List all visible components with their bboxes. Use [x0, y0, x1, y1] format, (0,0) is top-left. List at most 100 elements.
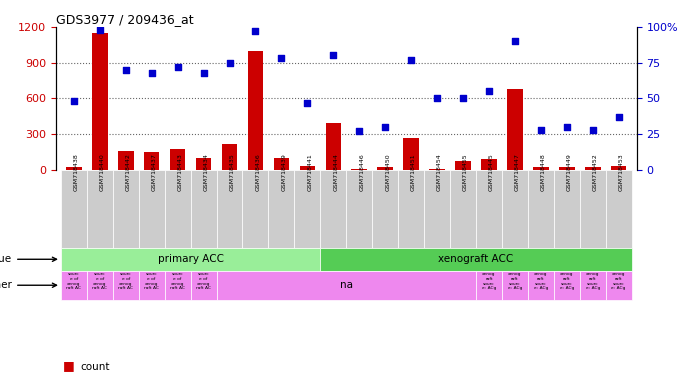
Text: sourc
e of
xenog
raft AC: sourc e of xenog raft AC: [144, 272, 159, 290]
Text: GSM718454: GSM718454: [437, 153, 442, 191]
Text: GSM718449: GSM718449: [567, 153, 572, 191]
Bar: [429, 169, 445, 170]
Text: xenog
raft
sourc
e: ACg: xenog raft sourc e: ACg: [612, 272, 626, 290]
Text: xenog
raft
sourc
e: ACg: xenog raft sourc e: ACg: [482, 272, 496, 290]
Text: primary ACC: primary ACC: [157, 254, 223, 264]
Bar: [191, 271, 216, 300]
Bar: [455, 161, 470, 170]
Point: [198, 70, 209, 76]
Point: [484, 88, 495, 94]
Text: count: count: [80, 362, 109, 372]
Bar: [191, 170, 216, 248]
Point: [354, 128, 365, 134]
Bar: [113, 170, 139, 248]
Bar: [216, 271, 476, 300]
Bar: [481, 159, 497, 170]
Bar: [554, 271, 580, 300]
Bar: [61, 271, 87, 300]
Text: GSM718444: GSM718444: [333, 153, 338, 191]
Bar: [351, 169, 367, 170]
Bar: [222, 144, 237, 170]
Point: [276, 55, 287, 61]
Bar: [248, 51, 263, 170]
Bar: [320, 248, 632, 271]
Text: sourc
e of
xenog
raft AC: sourc e of xenog raft AC: [171, 272, 185, 290]
Bar: [502, 271, 528, 300]
Bar: [533, 167, 548, 170]
Bar: [424, 170, 450, 248]
Text: GSM718443: GSM718443: [177, 153, 182, 191]
Point: [302, 99, 313, 106]
Point: [587, 127, 599, 133]
Point: [250, 28, 261, 34]
Text: na: na: [340, 280, 353, 290]
Bar: [398, 170, 424, 248]
Point: [94, 26, 105, 33]
Bar: [165, 170, 191, 248]
Text: GSM718453: GSM718453: [619, 153, 624, 191]
Bar: [92, 33, 108, 170]
Bar: [118, 151, 134, 170]
Text: sourc
e of
xenog
raft AC: sourc e of xenog raft AC: [196, 272, 211, 290]
Point: [457, 95, 468, 101]
Text: GSM718448: GSM718448: [541, 153, 546, 191]
Bar: [559, 167, 575, 170]
Text: sourc
e of
xenog
raft AC: sourc e of xenog raft AC: [118, 272, 133, 290]
Text: GSM718445: GSM718445: [489, 153, 494, 191]
Text: xenog
raft
sourc
e: ACg: xenog raft sourc e: ACg: [534, 272, 548, 290]
Bar: [299, 166, 315, 170]
Text: other: other: [0, 280, 56, 290]
Bar: [294, 170, 320, 248]
Text: GSM718437: GSM718437: [152, 153, 157, 191]
Bar: [87, 271, 113, 300]
Bar: [611, 166, 626, 170]
Text: GSM718452: GSM718452: [593, 153, 598, 191]
Bar: [144, 152, 159, 170]
Bar: [347, 170, 372, 248]
Bar: [372, 170, 398, 248]
Text: GSM718434: GSM718434: [203, 153, 209, 191]
Point: [146, 70, 157, 76]
Point: [172, 64, 183, 70]
Text: tissue: tissue: [0, 254, 56, 264]
Text: xenog
raft
sourc
e: ACg: xenog raft sourc e: ACg: [507, 272, 522, 290]
Text: GSM718447: GSM718447: [515, 153, 520, 191]
Text: xenograft ACC: xenograft ACC: [438, 254, 514, 264]
Text: sourc
e of
xenog
raft AC: sourc e of xenog raft AC: [66, 272, 81, 290]
Bar: [61, 170, 87, 248]
Bar: [61, 248, 320, 271]
Text: GSM718440: GSM718440: [100, 153, 105, 191]
Point: [509, 38, 521, 44]
Bar: [326, 123, 341, 170]
Text: xenog
raft
sourc
e: ACg: xenog raft sourc e: ACg: [585, 272, 600, 290]
Text: sourc
e of
xenog
raft AC: sourc e of xenog raft AC: [93, 272, 107, 290]
Bar: [216, 170, 242, 248]
Point: [406, 57, 417, 63]
Bar: [476, 170, 502, 248]
Point: [328, 52, 339, 58]
Text: GSM718441: GSM718441: [308, 153, 313, 191]
Text: GSM718450: GSM718450: [385, 153, 390, 191]
Bar: [554, 170, 580, 248]
Point: [224, 60, 235, 66]
Text: GSM718439: GSM718439: [281, 153, 286, 191]
Point: [432, 95, 443, 101]
Bar: [476, 271, 502, 300]
Bar: [274, 158, 289, 170]
Text: GSM718455: GSM718455: [463, 153, 468, 191]
Bar: [528, 271, 554, 300]
Bar: [196, 158, 212, 170]
Bar: [450, 170, 476, 248]
Bar: [507, 89, 523, 170]
Text: GSM718442: GSM718442: [126, 153, 131, 191]
Bar: [580, 271, 606, 300]
Bar: [165, 271, 191, 300]
Point: [535, 127, 546, 133]
Point: [561, 124, 572, 130]
Bar: [606, 271, 632, 300]
Bar: [528, 170, 554, 248]
Bar: [502, 170, 528, 248]
Point: [120, 67, 132, 73]
Bar: [580, 170, 606, 248]
Bar: [87, 170, 113, 248]
